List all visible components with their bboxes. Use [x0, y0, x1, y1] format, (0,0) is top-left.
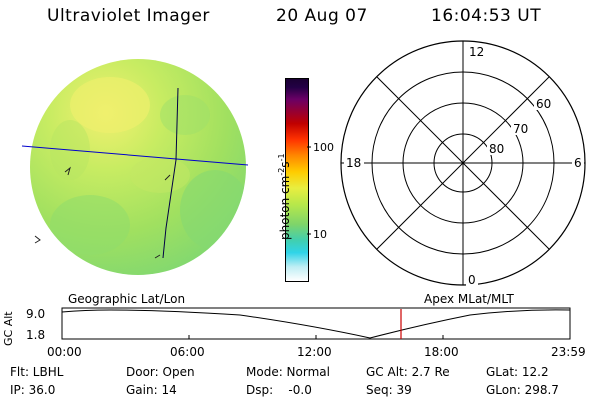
geo-coord-title: Geographic Lat/Lon — [68, 292, 186, 306]
tick-mark — [34, 235, 41, 244]
dsp-field: Dsp: -0.0 — [246, 383, 312, 397]
colorbar-tick-10: 10 — [313, 228, 327, 241]
gain-field: Gain: 14 — [126, 383, 177, 397]
mlat-label-80: 80 — [489, 142, 505, 156]
mode-field: Mode: Normal — [246, 365, 330, 379]
glon-field: GLon: 298.7 — [486, 383, 559, 397]
time-tick-2359: 23:59 — [551, 345, 586, 359]
mlt-label-0: 0 — [468, 273, 476, 287]
apex-coord-title: Apex MLat/MLT — [424, 292, 514, 306]
tick-mark — [164, 174, 171, 181]
seq-field: Seq: 39 — [366, 383, 412, 397]
polar-plot — [340, 40, 586, 286]
geo-lon-line — [162, 87, 179, 259]
time-tick-1800: 18:00 — [424, 345, 459, 359]
mlt-label-6: 6 — [574, 156, 582, 170]
altitude-timeline — [61, 307, 571, 340]
altitude-curve — [61, 309, 571, 339]
ip-field: IP: 36.0 — [10, 383, 56, 397]
time-label: 16:04:53 UT — [431, 6, 542, 26]
colorbar — [285, 78, 309, 282]
time-tick-0000: 00:00 — [47, 345, 82, 359]
time-tick-0600: 06:00 — [170, 345, 205, 359]
gc-alt-field: GC Alt: 2.7 Re — [366, 365, 450, 379]
tick-mark — [154, 254, 161, 259]
mlat-label-70: 70 — [513, 122, 529, 136]
filter-field: Flt: LBHL — [10, 365, 64, 379]
colorbar-ticks — [307, 146, 311, 235]
time-tick-1200: 12:00 — [297, 345, 332, 359]
mlt-label-18: 18 — [346, 156, 362, 170]
colorbar-unit-label: photon cm-2s-1 — [277, 153, 292, 240]
door-field: Door: Open — [126, 365, 195, 379]
mlat-label-60: 60 — [536, 97, 552, 111]
date-label: 20 Aug 07 — [276, 6, 368, 26]
geo-lat-line — [21, 145, 249, 166]
glat-field: GLat: 12.2 — [486, 365, 549, 379]
mlt-label-12: 12 — [469, 45, 485, 59]
gc-alt-tick-low: 1.8 — [26, 328, 46, 342]
tick-mark — [64, 166, 71, 176]
gc-alt-tick-high: 9.0 — [26, 307, 46, 321]
colorbar-tick-100: 100 — [313, 141, 334, 154]
uv-image — [21, 59, 249, 275]
gc-alt-axis-label: GC Alt — [2, 311, 15, 346]
instrument-title: Ultraviolet Imager — [47, 6, 210, 26]
